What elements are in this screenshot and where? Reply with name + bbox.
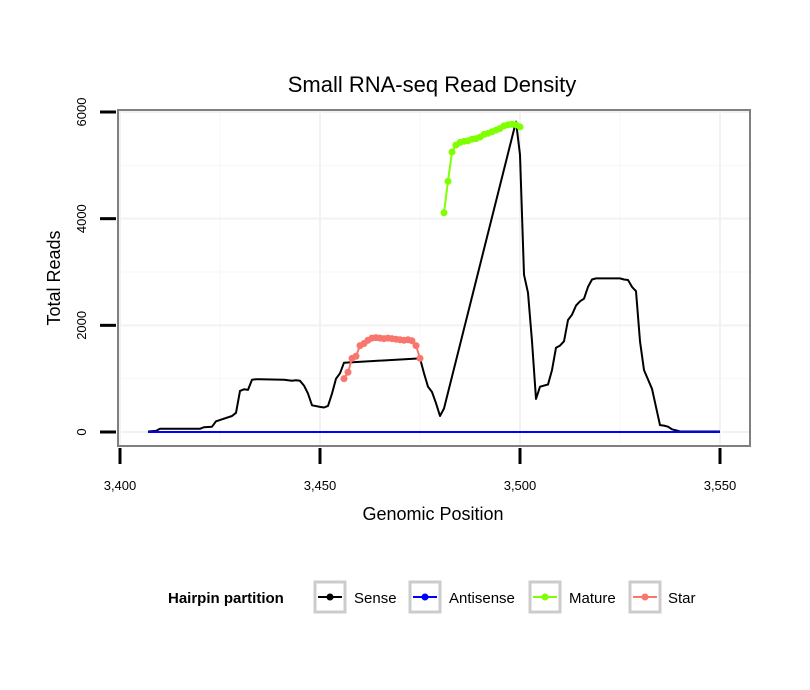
chart-title: Small RNA-seq Read Density bbox=[288, 72, 577, 97]
data-point-mature bbox=[448, 148, 456, 156]
y-tick-label: 6000 bbox=[74, 98, 89, 127]
legend-title: Hairpin partition bbox=[168, 590, 284, 607]
legend-key-point bbox=[641, 593, 649, 601]
data-point-star bbox=[340, 375, 348, 383]
axes: 3,400 3,450 3,500 3,550 0 2000 4000 6000 bbox=[74, 98, 736, 493]
data-point-star bbox=[408, 337, 416, 345]
x-tick-label: 3,500 bbox=[504, 478, 537, 493]
x-tick-label: 3,550 bbox=[704, 478, 737, 493]
legend-key-point bbox=[326, 593, 334, 601]
data-point-star bbox=[416, 354, 424, 362]
legend-label-star: Star bbox=[668, 590, 696, 607]
y-tick-label: 4000 bbox=[74, 204, 89, 233]
data-point-star bbox=[352, 352, 360, 360]
data-point-mature bbox=[444, 177, 452, 185]
data-point-star bbox=[344, 368, 352, 376]
data-point-mature bbox=[440, 209, 448, 217]
x-tick-label: 3,400 bbox=[104, 478, 137, 493]
legend-label-mature: Mature bbox=[569, 590, 616, 607]
gridlines bbox=[119, 111, 749, 445]
legend-key-point bbox=[541, 593, 549, 601]
legend-key-point bbox=[421, 593, 429, 601]
panel-border bbox=[117, 109, 751, 447]
x-tick-label: 3,450 bbox=[304, 478, 337, 493]
y-axis-title: Total Reads bbox=[44, 230, 64, 325]
series-layer bbox=[147, 120, 720, 433]
x-axis-title: Genomic Position bbox=[362, 504, 503, 524]
data-point-star bbox=[412, 342, 420, 350]
legend-label-antisense: Antisense bbox=[449, 590, 515, 607]
plot-panel bbox=[117, 109, 751, 447]
data-point-mature bbox=[516, 123, 524, 131]
y-tick-label: 2000 bbox=[74, 311, 89, 340]
series-line-sense bbox=[147, 120, 720, 433]
legend: Hairpin partition Sense Antisense Mature St… bbox=[168, 580, 696, 614]
legend-label-sense: Sense bbox=[354, 590, 397, 607]
y-tick-label: 0 bbox=[74, 428, 89, 435]
